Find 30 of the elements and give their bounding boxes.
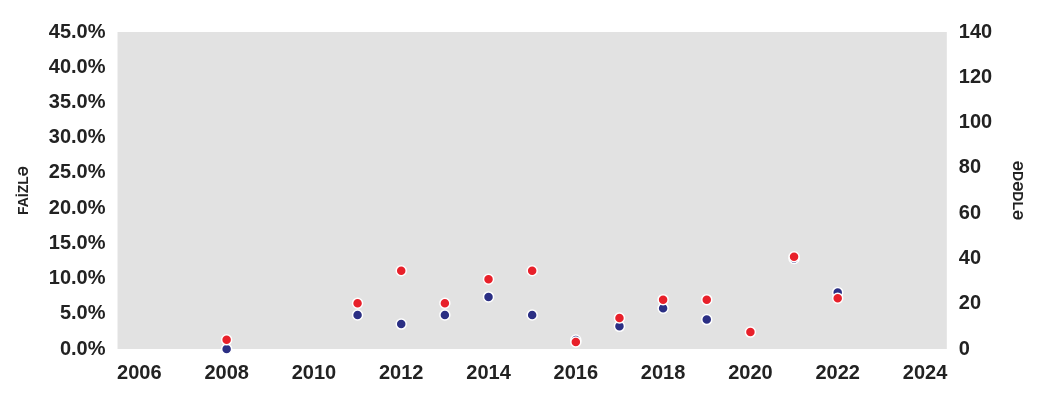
y-tick-label: 10.0% <box>48 266 106 289</box>
x-tick-label: 2010 <box>291 360 337 383</box>
x-tick-label: 2016 <box>553 360 599 383</box>
x-tick-label: 2012 <box>378 360 424 383</box>
y-tick-label: 20.0% <box>48 195 106 218</box>
y-tick-label: 0.0% <box>59 336 106 359</box>
y2-tick-label: 40 <box>958 245 982 268</box>
y2-tick-label: 120 <box>958 64 993 87</box>
x-tick-label: 2018 <box>640 360 686 383</box>
y-tick-label: 25.0% <box>48 160 106 183</box>
y2-tick-label: 80 <box>958 155 982 178</box>
y-tick-label: 5.0% <box>59 301 106 324</box>
y2-axis-title: ƏDƏDLƏ <box>1009 160 1026 221</box>
y-tick-label: 40.0% <box>48 54 106 77</box>
y-tick-label: 45.0% <box>48 19 106 42</box>
y-tick-label: 15.0% <box>48 230 106 253</box>
y2-tick-label: 60 <box>958 200 982 223</box>
y2-tick-label: 140 <box>958 19 993 42</box>
x-tick-label: 2014 <box>466 360 512 383</box>
y-axis-title: FAİZLƏ <box>15 165 32 216</box>
y-tick-label: 35.0% <box>48 89 106 112</box>
x-tick-label: 2008 <box>204 360 249 383</box>
y2-tick-label: 100 <box>958 110 993 133</box>
x-tick-label: 2022 <box>815 360 860 383</box>
x-tick-label: 2006 <box>117 360 162 383</box>
y2-tick-label: 0 <box>958 336 970 359</box>
x-tick-label: 2020 <box>728 360 773 383</box>
y-tick-label: 30.0% <box>48 125 106 148</box>
y2-tick-label: 20 <box>958 291 982 314</box>
x-tick-label: 2024 <box>902 360 949 383</box>
